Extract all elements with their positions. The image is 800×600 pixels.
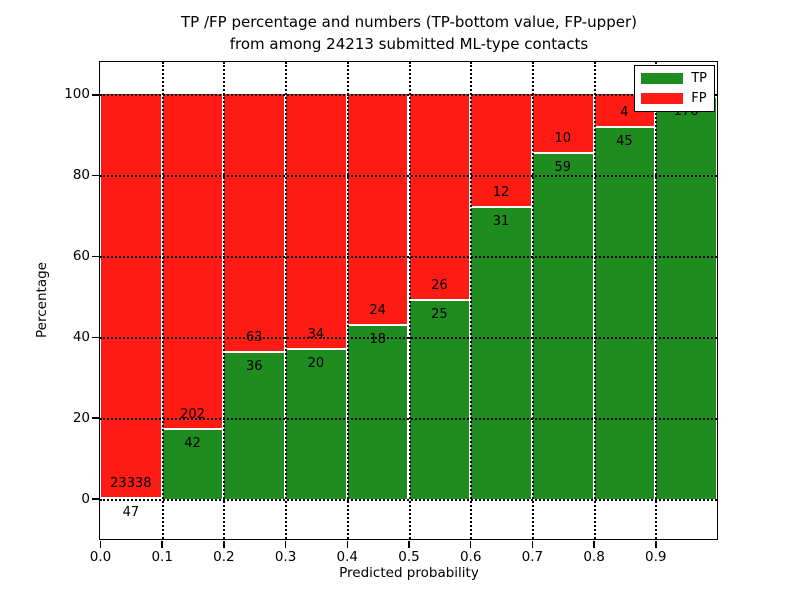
fp-count-label: 26 xyxy=(431,278,448,294)
bar-fp-segment xyxy=(100,94,162,498)
fp-count-label: 24 xyxy=(369,303,386,319)
x-tick-mark xyxy=(99,541,102,548)
fp-count-label: 202 xyxy=(180,406,205,422)
x-tick-mark xyxy=(531,541,534,548)
tp-count-label: 18 xyxy=(369,332,386,348)
x-tick-mark xyxy=(655,541,657,548)
vertical-gridline xyxy=(346,62,349,539)
chart-title: TP /FP percentage and numbers (TP-bottom… xyxy=(100,11,718,55)
bar-fp-segment xyxy=(223,94,286,352)
bar-tp-segment xyxy=(470,207,532,499)
chart-title-line1: TP /FP percentage and numbers (TP-bottom… xyxy=(181,13,637,31)
x-tick-mark xyxy=(223,541,225,548)
y-tick-mark xyxy=(92,174,99,177)
vertical-gridline xyxy=(285,62,288,539)
x-tick-label: 0.7 xyxy=(521,549,544,565)
x-tick-label: 0.0 xyxy=(89,549,112,565)
fp-count-label: 34 xyxy=(307,326,325,342)
tp-count-label: 31 xyxy=(492,214,510,230)
legend-item-tp: TP xyxy=(641,72,707,85)
x-tick-mark xyxy=(284,541,287,548)
bar-tp-segment xyxy=(285,348,347,499)
bar-fp-segment xyxy=(346,94,409,326)
x-tick-mark xyxy=(593,541,595,548)
vertical-gridline xyxy=(408,62,411,539)
bar-fp-segment xyxy=(285,94,347,349)
x-tick-label: 0.8 xyxy=(583,549,605,565)
x-tick-label: 0.1 xyxy=(151,549,173,565)
bar-tp-segment xyxy=(346,325,409,499)
x-tick-label: 0.3 xyxy=(274,549,297,565)
bar-fp-segment xyxy=(531,94,594,153)
bar-tp-segment xyxy=(408,300,471,499)
tp-count-label: 25 xyxy=(431,307,448,323)
vertical-gridline xyxy=(223,62,226,539)
y-tick-label: 20 xyxy=(72,409,90,426)
x-tick-label: 0.5 xyxy=(398,549,420,565)
tp-count-label: 20 xyxy=(307,355,325,371)
vertical-gridline xyxy=(655,62,658,539)
x-tick-label: 0.4 xyxy=(336,549,359,565)
x-axis-label: Predicted probability xyxy=(339,565,479,581)
plot-area: 2333847202426336342024182625123110594451… xyxy=(99,61,718,540)
y-tick-label: 80 xyxy=(72,167,90,184)
y-axis-label: Percentage xyxy=(34,262,50,338)
x-tick-label: 0.6 xyxy=(459,549,482,565)
fp-count-label: 23338 xyxy=(110,475,152,491)
vertical-gridline xyxy=(470,62,473,539)
fp-count-label: 4 xyxy=(620,105,629,121)
bar-tp-segment xyxy=(100,497,162,499)
x-tick-label: 0.9 xyxy=(645,549,667,565)
vertical-gridline xyxy=(161,62,164,539)
x-tick-mark xyxy=(346,541,349,548)
tp-count-label: 36 xyxy=(245,358,263,374)
y-tick-mark xyxy=(92,94,99,96)
fp-count-label: 12 xyxy=(492,185,510,201)
fp-count-label: 10 xyxy=(554,130,571,146)
x-tick-mark xyxy=(161,541,163,548)
y-tick-mark xyxy=(92,255,99,258)
vertical-gridline xyxy=(531,62,534,539)
y-tick-mark xyxy=(92,498,99,500)
bar-tp-segment xyxy=(655,96,717,499)
y-tick-label: 60 xyxy=(72,248,90,265)
bar-tp-segment xyxy=(531,152,594,499)
x-tick-mark xyxy=(469,541,472,548)
x-tick-label: 0.2 xyxy=(213,549,235,565)
legend: TP FP xyxy=(634,65,715,112)
x-tick-mark xyxy=(408,541,410,548)
legend-label-fp: FP xyxy=(691,91,707,106)
legend-item-fp: FP xyxy=(641,92,707,105)
tp-color-swatch xyxy=(641,73,684,84)
fp-count-label: 63 xyxy=(245,329,263,345)
bar-fp-segment xyxy=(161,94,224,429)
tp-count-label: 45 xyxy=(616,134,633,150)
vertical-gridline xyxy=(593,62,596,539)
y-tick-mark xyxy=(92,417,99,419)
chart-title-line2: from among 24213 submitted ML-type conta… xyxy=(229,35,589,53)
bar-tp-segment xyxy=(593,127,656,499)
legend-label-tp: TP xyxy=(691,71,707,86)
y-tick-label: 40 xyxy=(72,328,90,345)
bar-tp-segment xyxy=(223,351,286,499)
tp-count-label: 42 xyxy=(184,435,201,451)
bar-fp-segment xyxy=(408,94,471,301)
tp-count-label: 47 xyxy=(122,504,140,520)
y-tick-label: 0 xyxy=(81,490,90,507)
tp-count-label: 59 xyxy=(554,159,571,175)
fp-color-swatch xyxy=(641,93,684,104)
y-tick-mark xyxy=(92,336,99,339)
y-tick-label: 100 xyxy=(64,86,90,103)
bar-fp-segment xyxy=(470,94,532,208)
